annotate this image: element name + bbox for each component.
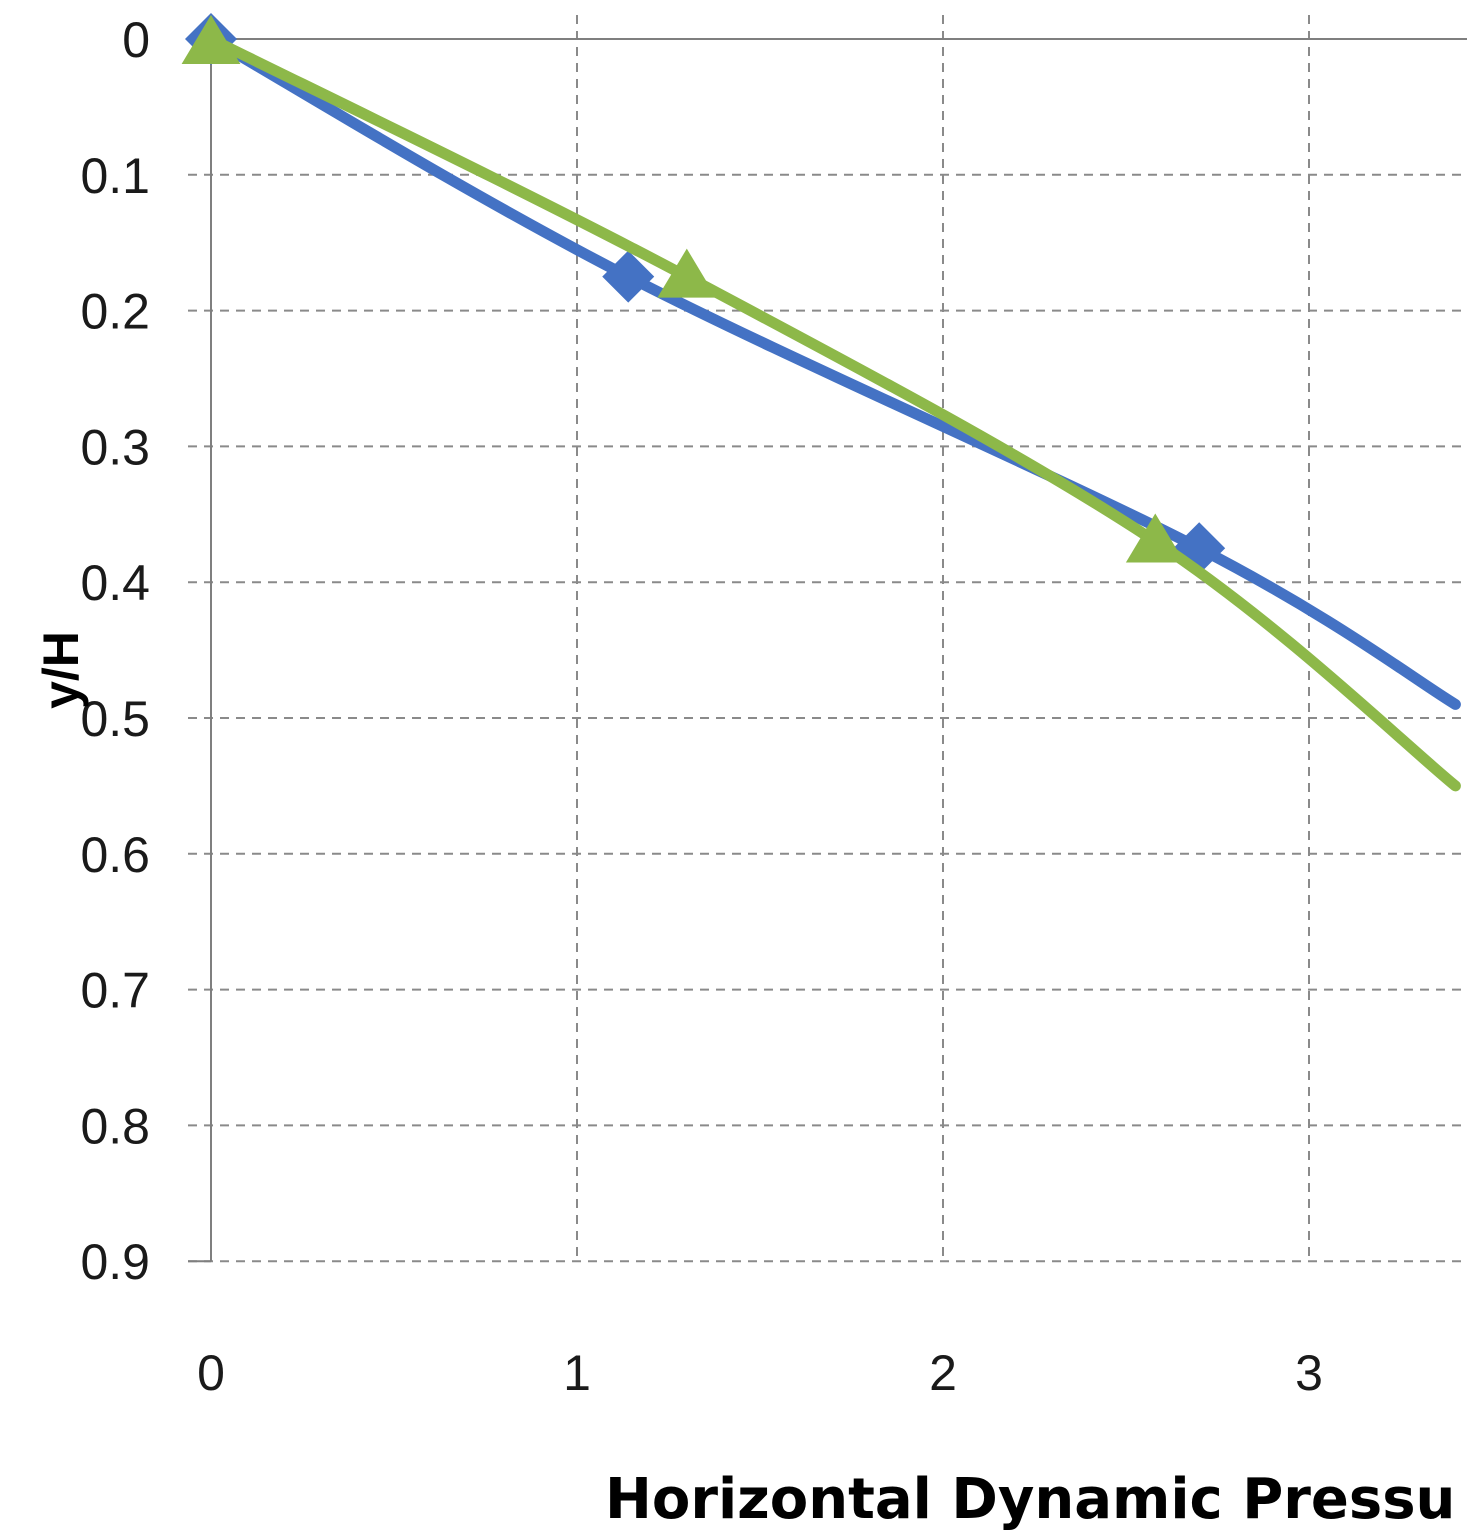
y-tick-label: 0.2 xyxy=(80,284,150,340)
x-axis-label: Horizontal Dynamic Pressu xyxy=(605,1467,1455,1532)
series-layer xyxy=(181,13,1461,792)
y-tick-label: 0.9 xyxy=(80,1234,150,1290)
y-tick-label: 0.6 xyxy=(80,827,150,883)
y-tick-label: 0.5 xyxy=(80,691,150,747)
series-2-marker xyxy=(181,15,241,64)
x-tick-label: 3 xyxy=(1295,1345,1323,1401)
series-2-marker xyxy=(1125,513,1185,563)
y-tick-labels: 0 0.1 0.2 0.3 0.4 0.5 0.6 0.7 0.8 0.9 xyxy=(80,12,150,1290)
series-2-marker xyxy=(657,248,717,298)
series-1-marker xyxy=(602,250,655,303)
y-tick-label: 0.3 xyxy=(80,419,150,475)
grid xyxy=(188,15,1467,1263)
y-tick-label: 0.8 xyxy=(80,1098,150,1154)
y-tick-label: 0.7 xyxy=(80,963,150,1019)
y-tick-label: 0.1 xyxy=(80,148,150,204)
series-2-line xyxy=(205,33,1461,792)
x-tick-label: 0 xyxy=(197,1345,225,1401)
x-tick-label: 2 xyxy=(929,1345,957,1401)
y-tick-label: 0 xyxy=(122,12,150,68)
y-axis-label: y/H xyxy=(33,631,89,709)
x-tick-label: 1 xyxy=(563,1345,591,1401)
series-1-line xyxy=(205,33,1461,710)
axes xyxy=(188,15,1467,1263)
y-tick-label: 0.4 xyxy=(80,555,150,611)
x-tick-labels: 0 1 2 3 xyxy=(197,1345,1323,1401)
